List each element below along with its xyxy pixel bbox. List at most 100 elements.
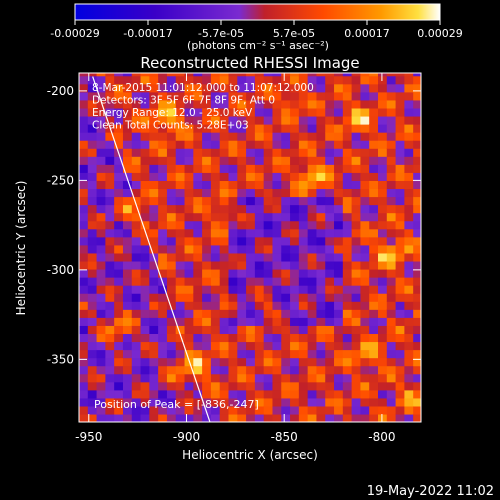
heatmap-cell xyxy=(237,204,247,214)
heatmap-cell xyxy=(166,172,177,181)
heatmap-cell xyxy=(131,389,142,399)
heatmap-cell xyxy=(360,389,370,399)
heatmap-cell xyxy=(413,91,421,101)
heatmap-cell xyxy=(351,309,362,318)
heatmap-cell xyxy=(114,132,124,141)
heatmap-cell xyxy=(246,220,256,230)
heatmap-cell xyxy=(175,389,186,399)
heatmap-cell xyxy=(281,83,291,93)
heatmap-cell xyxy=(237,252,247,262)
heatmap-cell xyxy=(166,244,177,254)
heatmap-cell xyxy=(193,252,203,262)
heatmap-cell xyxy=(184,252,194,262)
heatmap-cell xyxy=(158,381,168,391)
heatmap-cell xyxy=(158,220,168,230)
heatmap-cell xyxy=(360,309,370,318)
heatmap-cell xyxy=(79,140,89,149)
heatmap-cell xyxy=(237,333,247,343)
heatmap-cell xyxy=(378,260,388,270)
heatmap-cell xyxy=(175,373,186,383)
heatmap-cell xyxy=(386,83,397,93)
heatmap-cell xyxy=(246,268,256,278)
heatmap-cell xyxy=(96,164,106,173)
heatmap-cell xyxy=(166,75,177,85)
heatmap-cell xyxy=(105,309,115,318)
heatmap-cell xyxy=(202,381,212,391)
heatmap-cell xyxy=(149,349,159,359)
heatmap-cell xyxy=(325,236,335,246)
heatmap-cell xyxy=(131,357,142,367)
heatmap-cell xyxy=(184,389,194,399)
heatmap-cell xyxy=(237,99,247,109)
heatmap-cell xyxy=(360,325,370,335)
heatmap-cell xyxy=(334,107,344,117)
heatmap-cell xyxy=(351,293,362,302)
heatmap-cell xyxy=(166,107,177,117)
heatmap-cell xyxy=(369,196,379,206)
heatmap-cell xyxy=(360,196,370,206)
heatmap-cell xyxy=(342,268,353,278)
heatmap-cell xyxy=(298,397,309,407)
heatmap-cell xyxy=(228,115,238,125)
x-tick-label: -850 xyxy=(271,430,298,444)
heatmap-cell xyxy=(122,277,133,286)
heatmap-cell xyxy=(202,115,212,125)
heatmap-cell xyxy=(263,333,274,343)
heatmap-cell xyxy=(272,285,282,294)
heatmap-cell xyxy=(219,75,230,85)
heatmap-cell xyxy=(395,140,405,149)
heatmap-cell xyxy=(87,381,98,391)
heatmap-cell xyxy=(404,75,414,85)
heatmap-cell xyxy=(219,365,230,375)
heatmap-cell xyxy=(79,148,89,157)
heatmap-cell xyxy=(210,333,221,343)
heatmap-cell xyxy=(237,140,247,149)
heatmap-cell xyxy=(316,381,326,391)
heatmap-cell xyxy=(413,188,421,198)
heatmap-cell xyxy=(378,91,388,101)
heatmap-cell xyxy=(166,309,177,318)
heatmap-cell xyxy=(105,260,115,270)
heatmap-cell xyxy=(131,204,142,214)
heatmap-cell xyxy=(360,252,370,262)
heatmap-cell xyxy=(290,341,300,351)
heatmap-cell xyxy=(395,107,405,117)
heatmap-cell xyxy=(342,236,353,246)
heatmap-cell xyxy=(158,156,168,165)
heatmap-cell xyxy=(96,212,106,222)
heatmap-cell xyxy=(395,220,405,230)
heatmap-cell xyxy=(87,252,98,262)
heatmap-cell xyxy=(378,164,388,173)
heatmap-cell xyxy=(105,381,115,391)
heatmap-cell xyxy=(105,73,115,77)
heatmap-cell xyxy=(395,204,405,214)
heatmap-cell xyxy=(246,132,256,141)
heatmap-cell xyxy=(404,148,414,157)
heatmap-cell xyxy=(298,389,309,399)
heatmap-cell xyxy=(386,373,397,383)
heatmap-cell xyxy=(122,107,133,117)
heatmap-cell xyxy=(307,317,318,326)
heatmap-cell xyxy=(395,180,405,190)
heatmap-cell xyxy=(114,397,124,407)
heatmap-cell xyxy=(281,196,291,206)
heatmap-cell xyxy=(413,349,421,359)
heatmap-cell xyxy=(131,333,142,343)
heatmap-cell xyxy=(263,252,274,262)
heatmap-cell xyxy=(298,75,309,85)
heatmap-cell xyxy=(87,204,98,214)
heatmap-cell xyxy=(272,260,282,270)
heatmap-cell xyxy=(149,285,159,294)
heatmap-cell xyxy=(298,333,309,343)
heatmap-cell xyxy=(166,83,177,93)
heatmap-cell xyxy=(263,285,274,294)
heatmap-cell xyxy=(334,172,344,181)
heatmap-cell xyxy=(386,333,397,343)
heatmap-cell xyxy=(307,397,318,407)
heatmap-cell xyxy=(342,91,353,101)
heatmap-cell xyxy=(386,277,397,286)
heatmap-cell xyxy=(246,236,256,246)
heatmap-cell xyxy=(158,268,168,278)
heatmap-cell xyxy=(272,180,282,190)
heatmap-cell xyxy=(237,73,247,77)
